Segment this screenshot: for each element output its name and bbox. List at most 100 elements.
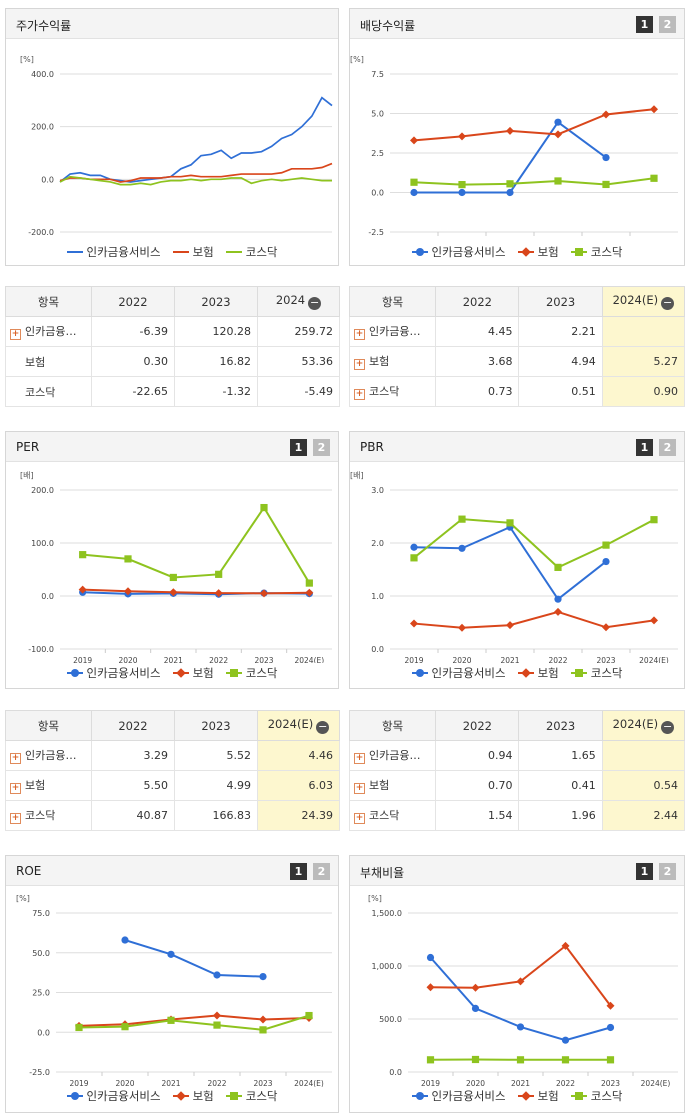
- page-1-button[interactable]: 1: [290, 863, 307, 880]
- inka-point-1[interactable]: [458, 188, 466, 197]
- expand-icon[interactable]: +: [10, 813, 21, 824]
- legend-item-bohum[interactable]: 보험: [172, 244, 214, 260]
- kosdaq-point-4[interactable]: [606, 1056, 615, 1064]
- kosdaq-point-5[interactable]: [305, 1011, 313, 1020]
- inka-point-0[interactable]: [426, 953, 435, 962]
- kosdaq-point-0[interactable]: [410, 554, 418, 562]
- page-1-button[interactable]: 1: [636, 863, 653, 880]
- legend-item-kosdaq[interactable]: 코스닥: [225, 665, 277, 681]
- inka-point-3[interactable]: [554, 595, 562, 603]
- kosdaq-point-0[interactable]: [410, 178, 418, 186]
- inka-point-2[interactable]: [516, 1023, 525, 1031]
- inka-point-0[interactable]: [410, 188, 418, 197]
- kosdaq-point-1[interactable]: [458, 181, 466, 189]
- expand-icon[interactable]: +: [354, 753, 365, 764]
- kosdaq-point-3[interactable]: [215, 570, 223, 578]
- legend-item-bohum[interactable]: 보험: [172, 665, 214, 681]
- expand-icon[interactable]: +: [354, 329, 365, 340]
- bohum-point-4[interactable]: [602, 623, 610, 632]
- kosdaq-point-2[interactable]: [516, 1056, 525, 1064]
- expand-icon[interactable]: +: [10, 753, 21, 764]
- expand-icon[interactable]: +: [354, 389, 365, 400]
- kosdaq-point-5[interactable]: [650, 516, 658, 524]
- bohum-point-0[interactable]: [410, 619, 418, 628]
- expand-icon[interactable]: +: [354, 359, 365, 370]
- bohum-point-5[interactable]: [650, 105, 658, 114]
- kosdaq-point-2[interactable]: [169, 573, 177, 582]
- page-2-button[interactable]: 2: [313, 439, 330, 456]
- bohum-point-5[interactable]: [650, 616, 658, 625]
- inka-point-1[interactable]: [471, 1004, 480, 1012]
- bohum-point-4[interactable]: [606, 1001, 615, 1010]
- bohum-point-1[interactable]: [458, 132, 466, 141]
- page-1-button[interactable]: 1: [636, 16, 653, 33]
- legend-item-inka[interactable]: 인카금융서비스: [66, 1088, 161, 1104]
- expand-icon[interactable]: +: [10, 329, 21, 340]
- kosdaq-point-5[interactable]: [650, 174, 658, 182]
- bohum-point-1[interactable]: [471, 983, 480, 992]
- collapse-icon[interactable]: −: [661, 296, 675, 310]
- bohum-point-2[interactable]: [506, 126, 514, 135]
- expand-icon[interactable]: +: [354, 783, 365, 794]
- inka-point-4[interactable]: [259, 973, 267, 981]
- legend-item-kosdaq[interactable]: 코스닥: [225, 1088, 277, 1104]
- legend-item-bohum[interactable]: 보험: [517, 244, 559, 260]
- legend-item-kosdaq[interactable]: 코스닥: [570, 244, 622, 260]
- page-1-button[interactable]: 1: [636, 439, 653, 456]
- kosdaq-point-2[interactable]: [506, 519, 514, 527]
- expand-icon[interactable]: +: [10, 783, 21, 794]
- legend-item-inka[interactable]: 인카금융서비스: [411, 1088, 506, 1104]
- inka-point-0[interactable]: [410, 543, 418, 551]
- kosdaq-point-4[interactable]: [260, 503, 268, 512]
- legend-item-kosdaq[interactable]: 코스닥: [570, 665, 622, 681]
- kosdaq-point-1[interactable]: [121, 1023, 129, 1031]
- bohum-point-4[interactable]: [602, 110, 610, 119]
- bohum-point-2[interactable]: [169, 588, 178, 597]
- kosdaq-point-2[interactable]: [506, 180, 514, 188]
- legend-item-inka[interactable]: 인카금융서비스: [66, 244, 161, 260]
- kosdaq-point-2[interactable]: [167, 1016, 175, 1024]
- expand-icon[interactable]: +: [354, 813, 365, 824]
- collapse-icon[interactable]: −: [308, 296, 322, 310]
- legend-item-bohum[interactable]: 보험: [172, 1088, 214, 1104]
- bohum-point-2[interactable]: [516, 977, 525, 986]
- bohum-point-2[interactable]: [506, 621, 514, 630]
- bohum-point-3[interactable]: [213, 1011, 221, 1020]
- legend-item-inka[interactable]: 인카금융서비스: [66, 665, 161, 681]
- kosdaq-point-0[interactable]: [75, 1023, 83, 1032]
- inka-point-3[interactable]: [213, 971, 221, 979]
- inka-point-1[interactable]: [458, 544, 466, 552]
- legend-item-bohum[interactable]: 보험: [517, 1088, 559, 1104]
- legend-item-bohum[interactable]: 보험: [517, 665, 559, 681]
- kosdaq-point-3[interactable]: [554, 177, 562, 185]
- collapse-icon[interactable]: −: [661, 720, 675, 734]
- inka-point-2[interactable]: [506, 188, 514, 197]
- bohum-point-5[interactable]: [305, 588, 314, 597]
- inka-point-1[interactable]: [121, 936, 129, 944]
- inka-point-4[interactable]: [606, 1023, 615, 1032]
- kosdaq-point-1[interactable]: [124, 555, 132, 563]
- bohum-point-3[interactable]: [554, 130, 562, 139]
- bohum-point-3[interactable]: [561, 941, 570, 950]
- legend-item-inka[interactable]: 인카금융서비스: [411, 665, 506, 681]
- kosdaq-point-1[interactable]: [458, 515, 466, 523]
- kosdaq-point-5[interactable]: [305, 579, 313, 587]
- kosdaq-point-3[interactable]: [213, 1021, 221, 1029]
- legend-item-inka[interactable]: 인카금융서비스: [411, 244, 506, 260]
- bohum-point-4[interactable]: [260, 589, 268, 598]
- page-1-button[interactable]: 1: [290, 439, 307, 456]
- page-2-button[interactable]: 2: [313, 863, 330, 880]
- inka-point-3[interactable]: [554, 118, 562, 126]
- page-2-button[interactable]: 2: [659, 16, 676, 33]
- bohum-point-0[interactable]: [410, 136, 418, 145]
- bohum-point-3[interactable]: [554, 607, 562, 616]
- bohum-point-4[interactable]: [259, 1015, 267, 1024]
- kosdaq-point-4[interactable]: [602, 180, 610, 189]
- bohum-point-3[interactable]: [214, 589, 223, 598]
- inka-point-4[interactable]: [602, 557, 610, 566]
- inka-point-3[interactable]: [561, 1036, 570, 1044]
- page-2-button[interactable]: 2: [659, 863, 676, 880]
- bohum-point-1[interactable]: [458, 623, 466, 632]
- collapse-icon[interactable]: −: [316, 720, 330, 734]
- kosdaq-point-1[interactable]: [471, 1055, 480, 1064]
